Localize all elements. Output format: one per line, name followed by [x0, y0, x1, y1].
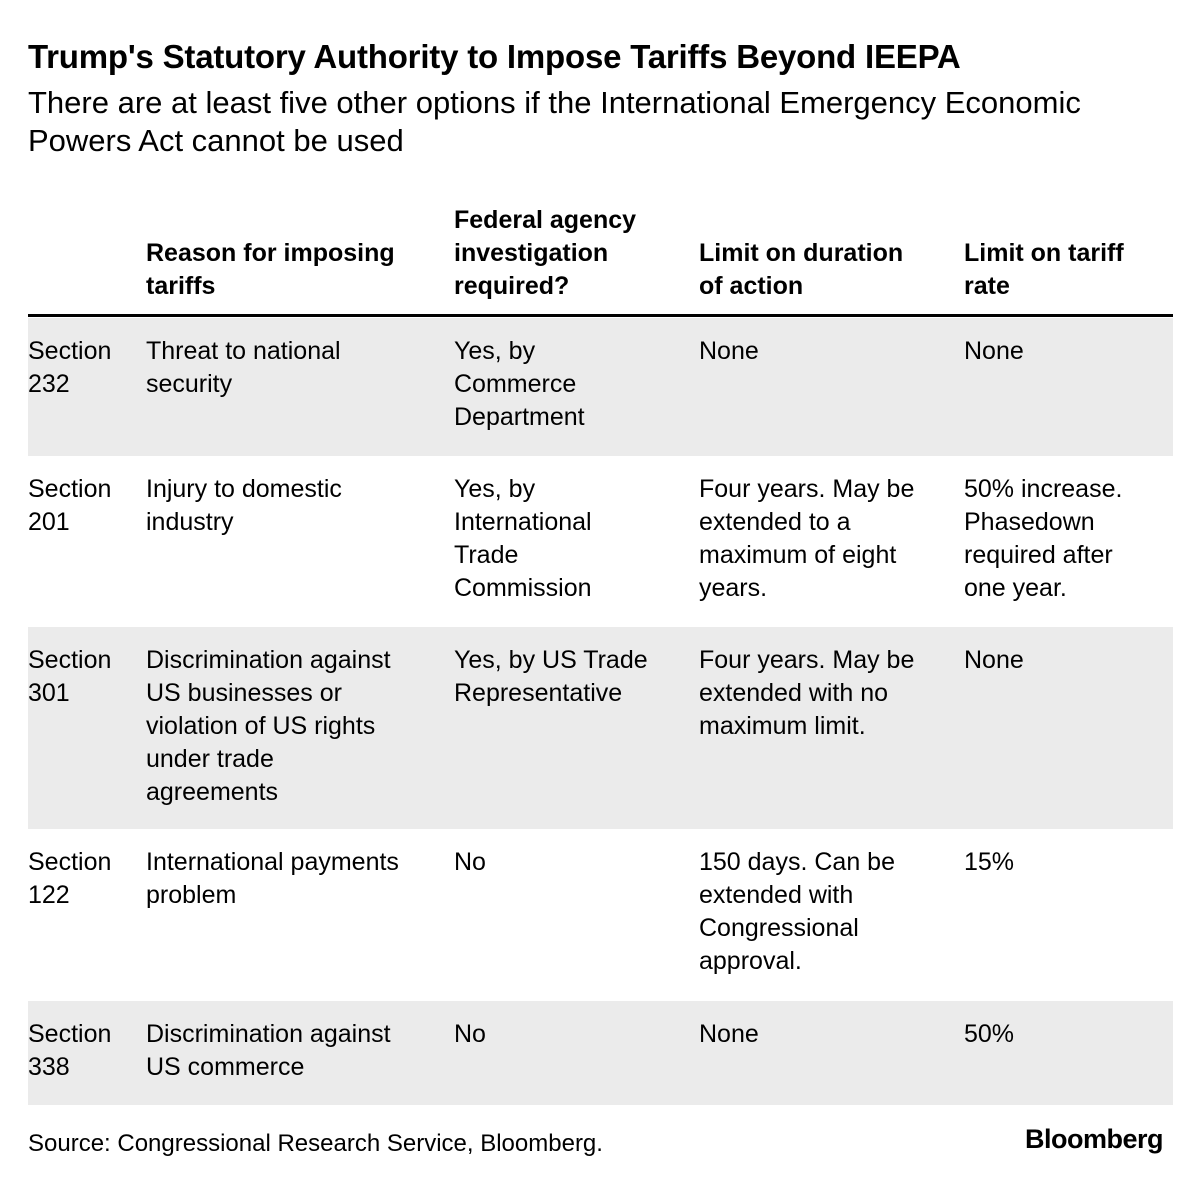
- table-cell-section: Section 338: [28, 1020, 112, 1081]
- table-cell-investigation: Yes, by International Trade Commission: [454, 475, 592, 602]
- table-cell-reason: Discrimination against US businesses or …: [146, 646, 391, 806]
- table-row: Section 338 Discrimination against US com…: [28, 1001, 1173, 1105]
- table-cell-rate: None: [964, 646, 1024, 674]
- table-cell-section: Section 301: [28, 646, 112, 707]
- table-cell-reason: Discrimination against US commerce: [146, 1020, 391, 1081]
- table-cell-rate: None: [964, 337, 1024, 365]
- column-header: Reason for imposing tariffs: [146, 239, 395, 300]
- column-header: Federal agency investigation required?: [454, 206, 637, 300]
- table-cell-investigation: Yes, by Commerce Department: [454, 337, 585, 431]
- table-cell-section: Section 122: [28, 848, 112, 909]
- table-row: Section 122 International payments proble…: [28, 829, 1173, 1001]
- table-cell-section: Section 201: [28, 475, 112, 536]
- table-cell-reason: International payments problem: [146, 848, 399, 909]
- chart-title: Trump's Statutory Authority to Impose Ta…: [28, 38, 961, 75]
- table-cell-duration: Four years. May be extended to a maximum…: [699, 475, 915, 602]
- table-cell-duration: 150 days. Can be extended with Congressi…: [699, 848, 895, 975]
- column-header: Limit on duration of action: [699, 239, 904, 300]
- table-row: Section 201 Injury to domestic industry Ye…: [28, 456, 1173, 627]
- table-cell-duration: Four years. May be extended with no maxi…: [699, 646, 915, 740]
- table-cell-investigation: No: [454, 1020, 486, 1048]
- table-cell-rate: 50%: [964, 1020, 1015, 1048]
- table-cell-investigation: No: [454, 848, 486, 876]
- table-cell-reason: Threat to national security: [146, 337, 341, 398]
- table-cell-rate: 15%: [964, 848, 1015, 876]
- table-cell-reason: Injury to domestic industry: [146, 475, 342, 536]
- chart-subtitle: There are at least five other options if…: [28, 85, 1081, 158]
- table-cell-section: Section 232: [28, 337, 112, 398]
- table-row: Section 232 Threat to national security Ye…: [28, 318, 1173, 456]
- table-cell-duration: None: [699, 337, 759, 365]
- source-note: Source: Congressional Research Service, …: [28, 1130, 603, 1157]
- table-cell-duration: None: [699, 1020, 759, 1048]
- table-row: Section 301 Discrimination against US bus…: [28, 627, 1173, 829]
- table-cell-investigation: Yes, by US Trade Representative: [454, 646, 648, 707]
- bloomberg-logo: Bloomberg: [1024, 1124, 1164, 1154]
- table-cell-rate: 50% increase. Phasedown required after o…: [964, 475, 1123, 602]
- column-header: Limit on tariff rate: [964, 239, 1124, 300]
- header-rule: [28, 314, 1173, 317]
